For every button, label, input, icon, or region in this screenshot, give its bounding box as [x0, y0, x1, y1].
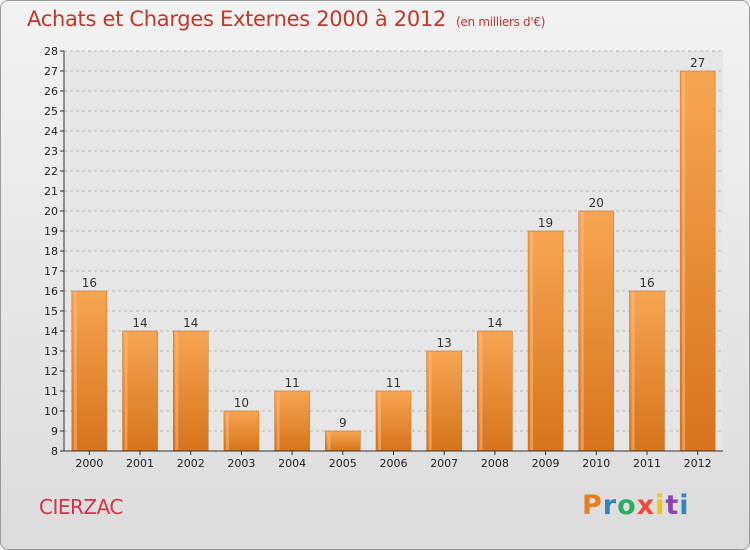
data-label: 16 [82, 276, 97, 290]
x-tick-label: 2009 [532, 457, 560, 470]
bars: 16 14 14 10 11 9 11 13 14 19 20 16 27 [71, 56, 716, 452]
x-tick-label: 2011 [633, 457, 661, 470]
bar [172, 330, 209, 452]
y-tick-label: 11 [44, 385, 58, 398]
x-tick-label: 2002 [177, 457, 205, 470]
bar [426, 350, 462, 452]
bar-highlight [73, 292, 77, 450]
bar [629, 290, 665, 452]
y-tick-label: 20 [44, 205, 58, 218]
y-tick-label: 12 [44, 365, 58, 378]
chart-subtitle: (en milliers d'€) [456, 15, 546, 29]
y-tick-label: 23 [44, 145, 58, 158]
bar-highlight [276, 392, 280, 450]
bar-highlight [225, 412, 229, 450]
x-tick-label: 2004 [278, 457, 306, 470]
x-tick-label: 2000 [75, 457, 103, 470]
y-tick-label: 18 [44, 245, 58, 258]
proxiti-logo: Proxiti [582, 490, 690, 521]
bar [375, 390, 412, 452]
x-tick-label: 2008 [481, 457, 509, 470]
y-tick-label: 15 [44, 305, 58, 318]
logo-letter: i [655, 490, 666, 521]
y-tick-label: 19 [44, 225, 58, 238]
axes: 8 9 10 11 12 13 14 15 16 17 18 19 20 21 22 23 24 25 26 27 28… [44, 45, 723, 470]
bar [325, 430, 361, 452]
bar-highlight [175, 332, 179, 450]
data-label: 14 [487, 316, 502, 330]
bar [71, 290, 108, 452]
x-tick-label: 2003 [227, 457, 255, 470]
bar-highlight [378, 392, 381, 450]
bar-highlight [428, 352, 432, 450]
data-label: 9 [339, 416, 347, 430]
bar [578, 210, 615, 452]
x-tick-label: 2006 [380, 457, 408, 470]
y-tick-label: 13 [44, 345, 58, 358]
bar-highlight [124, 332, 128, 450]
logo-letter: t [665, 490, 680, 521]
data-label: 27 [690, 56, 705, 70]
y-tick-label: 22 [44, 165, 58, 178]
y-tick-label: 24 [44, 125, 58, 138]
y-tick-label: 25 [44, 105, 58, 118]
bar [122, 330, 158, 452]
bar-highlight [580, 212, 584, 450]
bar-highlight [682, 72, 686, 450]
logo-letter: P [582, 490, 603, 521]
bar [477, 330, 513, 452]
data-label: 14 [183, 316, 198, 330]
data-label: 10 [234, 396, 249, 410]
y-tick-label: 28 [44, 45, 58, 58]
y-tick-label: 8 [51, 445, 58, 458]
x-tick-label: 2007 [430, 457, 458, 470]
bar [274, 390, 310, 452]
bar [223, 410, 260, 452]
commune-name: CIERZAC [39, 495, 123, 519]
logo-letter: o [617, 490, 637, 521]
x-tick-label: 2005 [329, 457, 357, 470]
chart-title: Achats et Charges Externes 2000 à 2012 (e… [27, 7, 546, 31]
data-label: 14 [132, 316, 147, 330]
y-tick-label: 26 [44, 85, 58, 98]
y-tick-label: 10 [44, 405, 58, 418]
logo-letter: x [636, 490, 656, 521]
y-tick-label: 21 [44, 185, 58, 198]
data-label: 13 [437, 336, 452, 350]
x-tick-label: 2010 [582, 457, 610, 470]
bar-highlight [479, 332, 483, 450]
y-tick-label: 17 [44, 265, 58, 278]
bar-highlight [327, 432, 331, 450]
data-label: 11 [386, 376, 401, 390]
x-tick-label: 2012 [684, 457, 712, 470]
bar [527, 230, 564, 452]
x-tick-label: 2001 [126, 457, 154, 470]
bar-highlight [530, 232, 534, 450]
bar [679, 70, 716, 452]
y-tick-label: 27 [44, 65, 58, 78]
logo-letter: r [602, 490, 618, 521]
y-tick-label: 16 [44, 285, 58, 298]
y-tick-label: 14 [44, 325, 58, 338]
data-label: 16 [639, 276, 654, 290]
logo-letter: i [679, 490, 690, 521]
bar-highlight [631, 292, 635, 450]
y-tick-label: 9 [51, 425, 58, 438]
data-label: 20 [589, 196, 604, 210]
data-label: 19 [538, 216, 553, 230]
data-label: 11 [284, 376, 299, 390]
